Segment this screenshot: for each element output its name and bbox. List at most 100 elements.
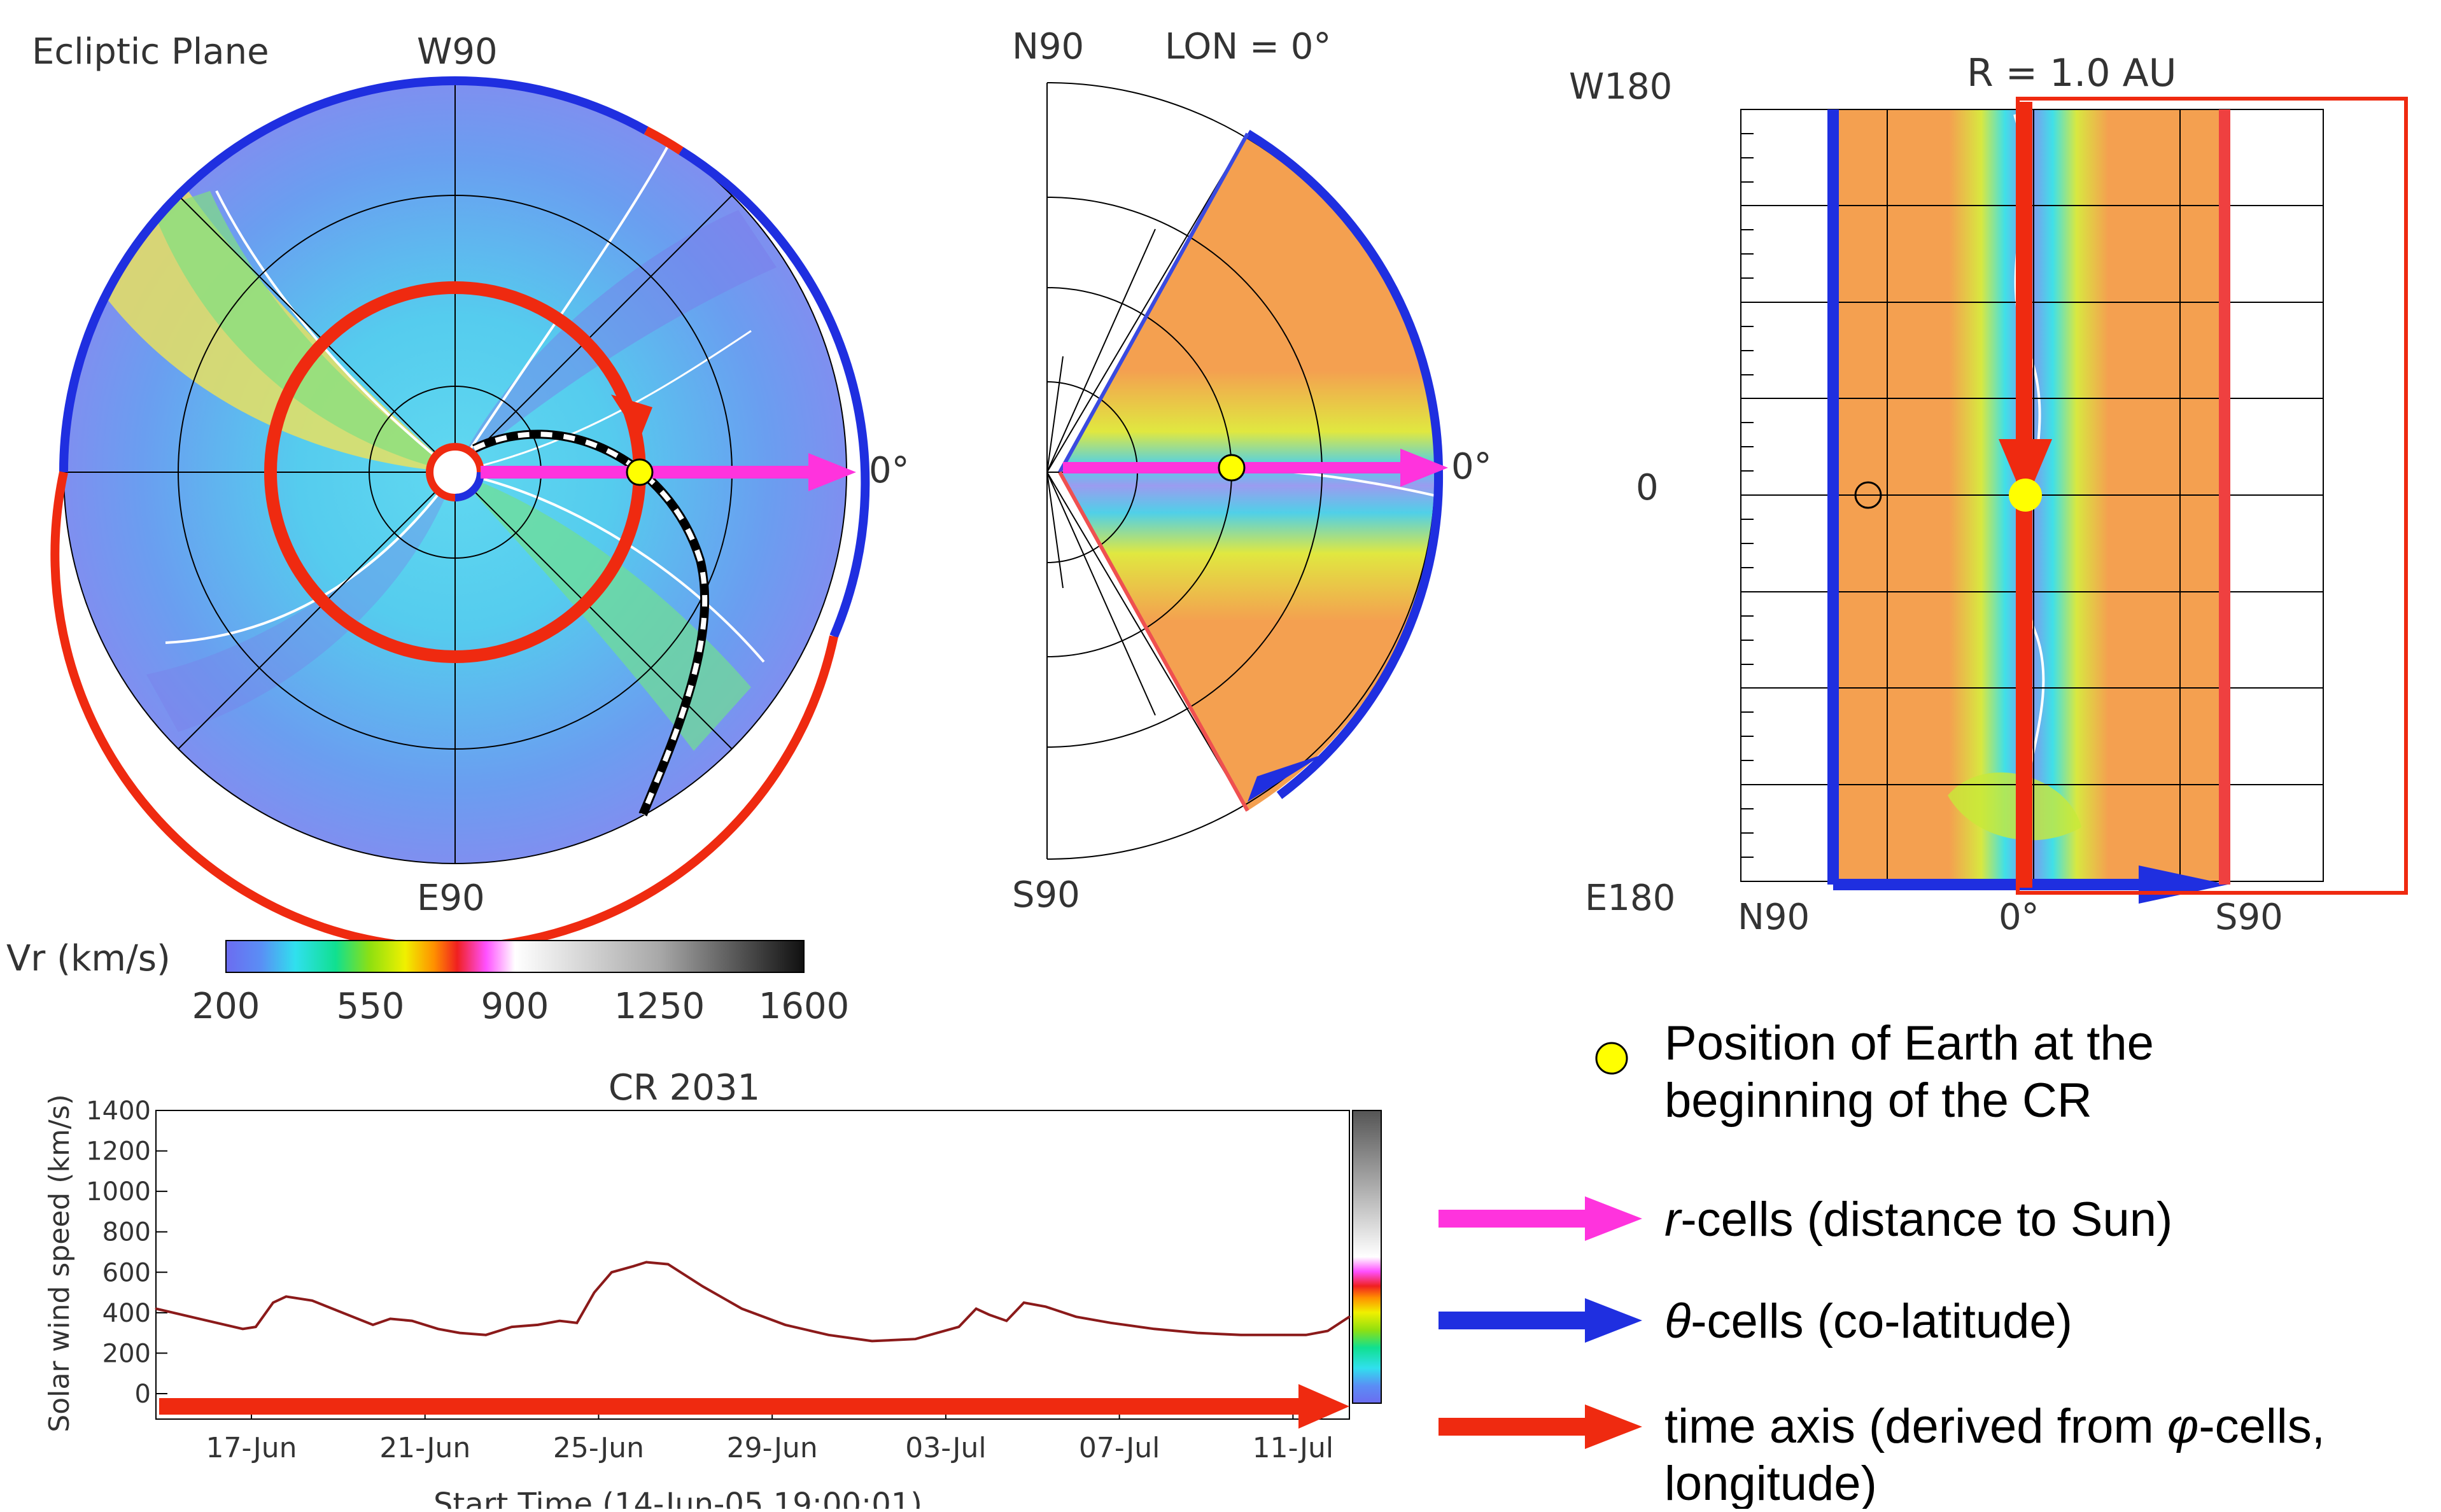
ecliptic-rim-red-small	[644, 126, 684, 155]
y-tick-label: 800	[102, 1218, 151, 1247]
chart-xlabel: Start Time (14-Jun-05 19:00:01)	[433, 1487, 922, 1509]
y-tick-label: 0	[135, 1380, 151, 1409]
ecliptic-right-label: 0°	[869, 450, 910, 491]
chart-time-arrowhead	[1298, 1384, 1349, 1429]
data-point	[1045, 1305, 1047, 1308]
data-point	[1348, 1315, 1351, 1318]
meridional-top-label: N90	[1012, 26, 1084, 67]
y-tick-label: 1400	[86, 1096, 151, 1126]
latlon-title: R = 1.0 AU	[1967, 51, 2177, 95]
data-point	[437, 1327, 439, 1330]
meridional-bottom-label: S90	[1012, 874, 1080, 916]
chart-series-line	[155, 1261, 1351, 1343]
chart-title: CR 2031	[608, 1067, 760, 1109]
data-point	[510, 1326, 513, 1328]
y-tick-label: 200	[102, 1339, 151, 1368]
legend-time-axis-text-1: time axis (derived from φ-cells,	[1664, 1399, 2325, 1453]
y-tick-label: 1000	[86, 1177, 151, 1207]
chart-colorbar	[1352, 1110, 1382, 1404]
x-tick-label: 03-Jul	[905, 1432, 986, 1464]
latlon-open-circle	[1854, 481, 1882, 509]
x-tick-label: 11-Jul	[1253, 1432, 1333, 1464]
latlon-left-bottom: E180	[1585, 878, 1675, 919]
legend-r-arrowhead	[1585, 1196, 1642, 1241]
y-tick-label: 400	[102, 1299, 151, 1328]
data-point	[458, 1332, 461, 1334]
y-tick-label: 1200	[86, 1137, 151, 1166]
chart-ylabel: Solar wind speed (km/s)	[43, 1094, 76, 1432]
data-point	[1240, 1334, 1242, 1336]
data-point	[255, 1326, 257, 1328]
meridional-rim-blue-bottom	[1276, 472, 1444, 799]
colorbar-tick-900: 900	[481, 986, 549, 1027]
data-point	[1283, 1334, 1286, 1336]
sun-marker-blue	[454, 472, 484, 501]
x-tick-label: 07-Jul	[1079, 1432, 1160, 1464]
colorbar-tick-1600: 1600	[759, 986, 850, 1027]
solar-wind-chart: CR 2031 Solar wind speed (km/s) Start Ti…	[43, 1067, 1382, 1512]
data-point	[1109, 1322, 1112, 1324]
ecliptic-bottom-label: E90	[417, 878, 485, 919]
legend-earth-text-2: beginning of the CR	[1664, 1074, 2092, 1128]
data-point	[975, 1308, 978, 1310]
data-point	[341, 1312, 344, 1314]
legend: Position of Earth at the beginning of th…	[1439, 1016, 2325, 1511]
y-tick-label: 600	[102, 1258, 151, 1287]
data-point	[1074, 1315, 1077, 1318]
ecliptic-rim-red	[50, 471, 838, 953]
data-point	[411, 1320, 413, 1322]
legend-earth-text-1: Position of Earth at the	[1664, 1016, 2154, 1070]
latlon-time-arrowhead	[1999, 439, 2052, 503]
data-point	[198, 1317, 200, 1320]
data-point	[667, 1263, 670, 1266]
data-point	[389, 1317, 391, 1320]
legend-theta-arrowhead	[1585, 1298, 1642, 1343]
colorbar-label: Vr (km/s)	[6, 938, 171, 979]
data-point	[272, 1301, 274, 1304]
data-point	[1196, 1332, 1199, 1334]
vr-colorbar: Vr (km/s) 200 550 900 1250 1600	[6, 938, 849, 1027]
meridional-theta-arrowhead	[1248, 754, 1324, 802]
colorbar-tick-550: 550	[337, 986, 405, 1027]
colorbar-tick-200: 200	[192, 986, 260, 1027]
latlon-y-ticks	[1741, 133, 1754, 858]
data-point	[1305, 1334, 1307, 1336]
data-point	[155, 1308, 157, 1310]
x-tick-label: 25-Jun	[553, 1432, 644, 1464]
data-point	[871, 1340, 873, 1342]
latlon-bottom-left: N90	[1738, 897, 1810, 938]
data-point	[575, 1322, 578, 1324]
data-point	[914, 1338, 917, 1340]
data-point	[1023, 1301, 1025, 1304]
data-point	[1005, 1320, 1008, 1322]
data-point	[558, 1320, 561, 1322]
legend-theta-cells-text: θ-cells (co-latitude)	[1664, 1294, 2072, 1348]
parker-spiral-dash	[473, 431, 708, 816]
meridional-right-label: 0°	[1451, 446, 1492, 487]
earth-marker-ecliptic	[626, 458, 654, 486]
data-point	[632, 1265, 635, 1268]
data-point	[645, 1261, 647, 1263]
ecliptic-rim-blue-right	[679, 147, 870, 638]
ecliptic-panel: Ecliptic Plane W90 E90 0°	[32, 31, 910, 953]
data-point	[827, 1334, 830, 1336]
chart-y-ticks: 0 200 400 600 800 1000 1200 1400	[86, 1096, 167, 1409]
data-point	[285, 1295, 288, 1298]
data-point	[372, 1324, 374, 1326]
legend-earth-symbol	[1595, 1042, 1628, 1075]
chart-plot-frame	[155, 1110, 1350, 1420]
latlon-left-mid: 0	[1636, 467, 1659, 508]
meridional-r-arrowhead	[1400, 449, 1448, 487]
data-point	[241, 1327, 244, 1330]
latlon-bottom-mid: 0°	[1999, 897, 2039, 938]
data-point	[784, 1324, 787, 1326]
orbit-arrowhead	[611, 395, 652, 439]
x-tick-label: 29-Jun	[727, 1432, 818, 1464]
meridional-edge-red	[1058, 471, 1249, 812]
earth-marker-meridional	[1218, 454, 1246, 482]
data-point	[311, 1299, 313, 1302]
legend-r-cells-text: r-cells (distance to Sun)	[1664, 1193, 2172, 1247]
data-point	[484, 1334, 487, 1336]
data-point	[740, 1308, 743, 1310]
